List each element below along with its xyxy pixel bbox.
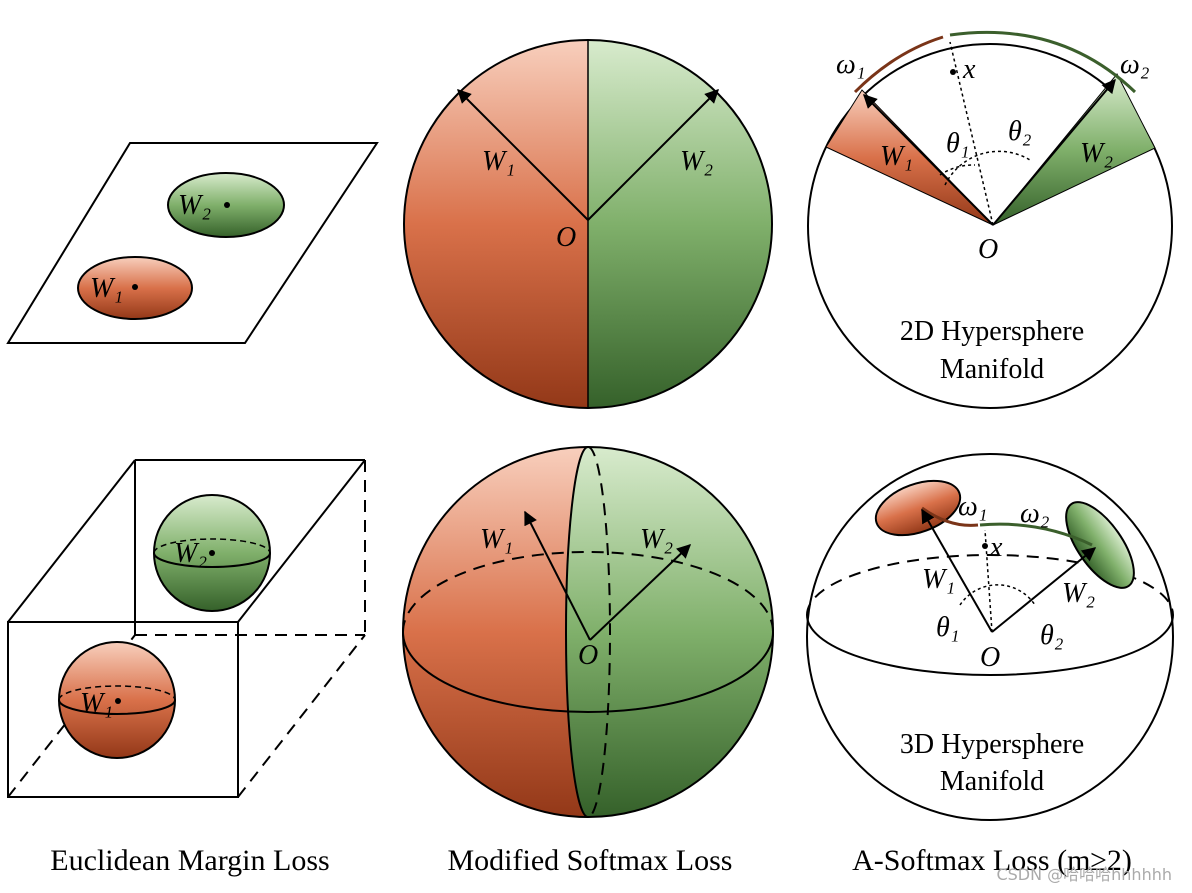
panel-title: Manifold xyxy=(940,766,1044,797)
watermark: CSDN @哈哈哈hhhhhh xyxy=(996,865,1172,884)
label: W₁ xyxy=(80,688,113,719)
label: ω₂ xyxy=(1120,49,1150,80)
softmax-circle: W₁ W₂ O xyxy=(403,39,773,409)
label: ω₁ xyxy=(836,49,866,80)
label: W₁ xyxy=(880,141,913,172)
label: θ₁ xyxy=(936,612,960,643)
euclidean-box: W₂ W₁ xyxy=(7,459,366,798)
panel-title: 2D Hypersphere xyxy=(900,316,1084,347)
label: O xyxy=(578,640,598,671)
caption: Euclidean Margin Loss xyxy=(50,844,329,877)
hypersphere-3d: ω₁ ω₂ x W₁ W₂ θ₁ θ₂ O 3D Hypersphere Man… xyxy=(806,453,1174,821)
label: x xyxy=(962,54,976,85)
label: O xyxy=(556,222,576,253)
label: W₁ xyxy=(482,146,515,177)
label: W₂ xyxy=(640,524,673,555)
label: O xyxy=(978,234,998,265)
label: W₁ xyxy=(90,273,123,304)
label: W₂ xyxy=(1080,138,1113,169)
label: W₂ xyxy=(1062,578,1095,609)
label: O xyxy=(980,642,1000,673)
panel-title: 3D Hypersphere xyxy=(900,729,1084,760)
label: x xyxy=(989,532,1003,563)
hypersphere-2d: ω₁ ω₂ x θ₁ θ₂ W₁ W₂ O 2D Hypersphere Man… xyxy=(807,30,1173,409)
softmax-sphere: W₁ W₂ O xyxy=(402,446,774,818)
label: W₂ xyxy=(174,538,207,569)
label: W₂ xyxy=(178,190,211,221)
label: W₁ xyxy=(922,564,955,595)
label: θ₁ xyxy=(946,128,970,159)
label: θ₂ xyxy=(1008,116,1032,147)
label: W₂ xyxy=(680,146,713,177)
label: ω₁ xyxy=(958,491,988,522)
euclidean-plane: W₂ W₁ xyxy=(6,142,379,344)
caption: A-Softmax Loss (m≥2) xyxy=(852,844,1132,877)
label: ω₂ xyxy=(1020,498,1050,529)
label: W₁ xyxy=(480,524,513,555)
caption: Modified Softmax Loss xyxy=(448,844,733,877)
panel-title: Manifold xyxy=(940,354,1044,385)
label: θ₂ xyxy=(1040,620,1064,651)
